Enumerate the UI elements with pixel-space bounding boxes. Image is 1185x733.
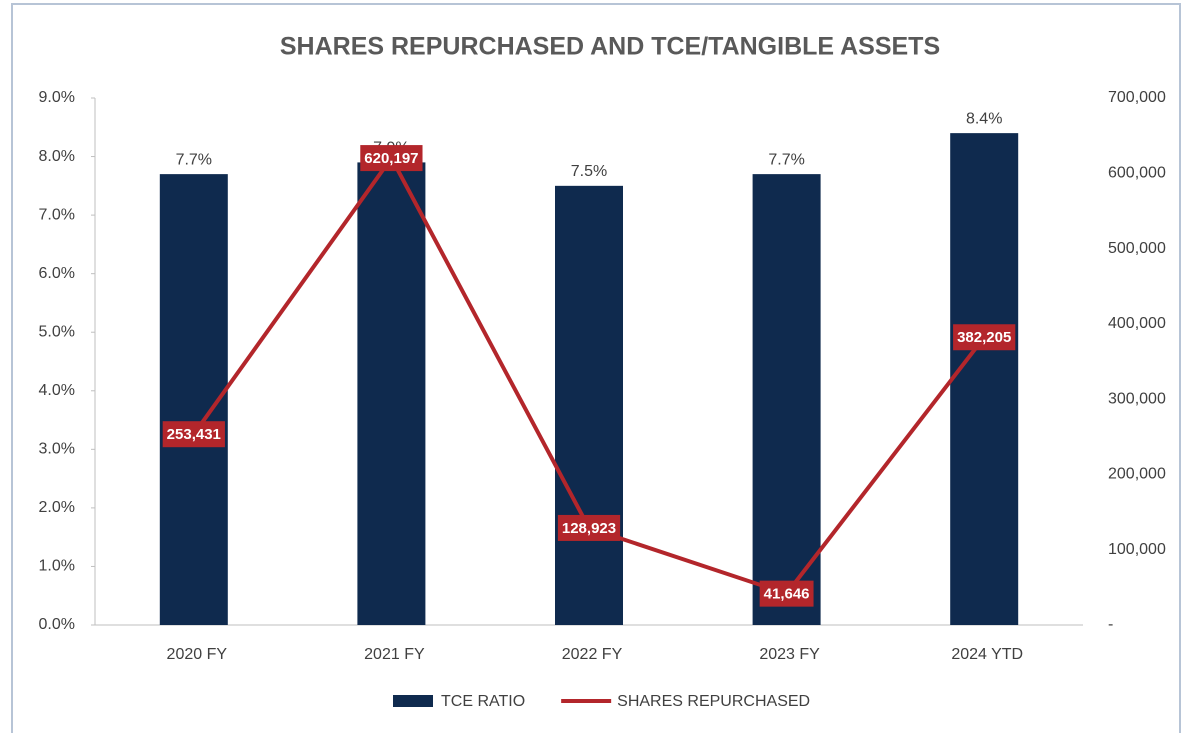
- legend-swatch: [393, 695, 433, 707]
- y-tick-label: 9.0%: [39, 89, 75, 106]
- line-value-label-bg: [953, 324, 1016, 351]
- chart-title: SHARES REPURCHASED AND TCE/TANGIBLE ASSE…: [280, 33, 940, 61]
- y-tick-label: 0.0%: [39, 616, 75, 633]
- y2-tick-label: 400,000: [1108, 315, 1166, 332]
- x-tick-label: 2020 FY: [167, 646, 228, 663]
- y2-tick-label: 700,000: [1108, 89, 1166, 106]
- bar-value-label: 7.7%: [176, 151, 212, 168]
- legend-label: TCE RATIO: [441, 693, 525, 710]
- y2-tick-label: 200,000: [1108, 466, 1166, 483]
- line-value-label: 253,431: [167, 426, 221, 443]
- bar-value-label: 8.4%: [966, 110, 1002, 127]
- line-value-label-bg: [557, 514, 621, 541]
- y-tick-label: 8.0%: [39, 148, 75, 165]
- bar: [752, 174, 821, 625]
- y2-tick-label: 600,000: [1108, 165, 1166, 182]
- y2-tick-label: -: [1108, 616, 1113, 633]
- line-value-label-bg: [162, 421, 225, 448]
- x-tick-label: 2024 YTD: [951, 646, 1023, 663]
- x-tick-label: 2023 FY: [759, 646, 820, 663]
- y-tick-label: 3.0%: [39, 441, 75, 458]
- line-value-label: 128,923: [562, 520, 616, 537]
- y2-tick-label: 300,000: [1108, 390, 1166, 407]
- y-tick-label: 4.0%: [39, 382, 75, 399]
- legend-label: SHARES REPURCHASED: [617, 693, 810, 710]
- bar-value-label: 7.7%: [768, 151, 804, 168]
- x-tick-label: 2022 FY: [562, 646, 623, 663]
- bar: [555, 185, 623, 626]
- line-value-label: 41,646: [764, 586, 810, 603]
- bar: [357, 162, 426, 625]
- line-value-label: 382,205: [957, 329, 1011, 346]
- y-tick-label: 6.0%: [39, 265, 75, 282]
- y-tick-label: 7.0%: [39, 206, 75, 223]
- line-value-label-bg: [360, 145, 423, 172]
- bar: [950, 133, 1019, 625]
- line-value-label-bg: [759, 580, 814, 607]
- y-tick-label: 5.0%: [39, 323, 75, 340]
- line-value-label: 620,197: [364, 150, 418, 167]
- y-tick-label: 2.0%: [39, 499, 75, 516]
- y2-tick-label: 100,000: [1108, 541, 1166, 558]
- x-tick-label: 2021 FY: [364, 646, 425, 663]
- y-tick-label: 1.0%: [39, 558, 75, 575]
- y2-tick-label: 500,000: [1108, 240, 1166, 257]
- bar-value-label: 7.5%: [571, 163, 607, 180]
